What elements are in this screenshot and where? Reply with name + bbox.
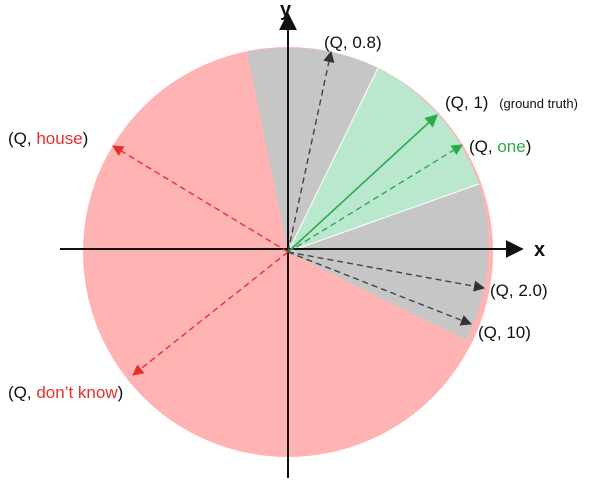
label-q-1-text: (Q, 1) [445, 93, 489, 112]
label-q-10: (Q, 10) [478, 323, 531, 342]
label-q-one-word: one [497, 137, 526, 156]
label-q-dont-know-word: don’t know [36, 383, 118, 402]
label-q-dont-know-suffix: ) [117, 383, 124, 402]
y-axis-label: y [280, 0, 292, 21]
sector-boundary [287, 67, 379, 253]
green-sector [288, 68, 479, 252]
vector-q-dont-know [132, 251, 289, 376]
label-q-house-prefix: (Q, [8, 129, 37, 148]
x-axis-label: x [534, 239, 546, 261]
label-q-one-suffix: ) [525, 137, 532, 156]
vector-q-house [112, 145, 289, 253]
sector-boundary [287, 183, 480, 253]
label-q-one-prefix: (Q, [469, 137, 498, 156]
gray-sector-lower [288, 184, 489, 340]
vector-q-0-8 [287, 50, 335, 253]
label-q-0-8: (Q, 0.8) [324, 33, 382, 52]
gray-sector-upper [247, 47, 378, 253]
vector-q-1-ground-truth [287, 114, 438, 253]
label-q-1: (Q, 1) (ground truth) [445, 94, 578, 111]
label-q-dont-know: (Q, don’t know) [8, 384, 123, 401]
label-q-dont-know-prefix: (Q, [8, 383, 37, 402]
vector-q-2-0 [287, 251, 486, 292]
label-q-house-suffix: ) [82, 129, 89, 148]
vector-q-one [287, 144, 463, 253]
vector-q-10 [287, 251, 473, 326]
label-q-house: (Q, house) [8, 130, 88, 147]
label-q-one: (Q, one) [469, 138, 531, 155]
label-q-2-0: (Q, 2.0) [490, 281, 548, 300]
label-ground-truth: (ground truth) [499, 96, 578, 111]
label-q-house-word: house [36, 129, 83, 148]
